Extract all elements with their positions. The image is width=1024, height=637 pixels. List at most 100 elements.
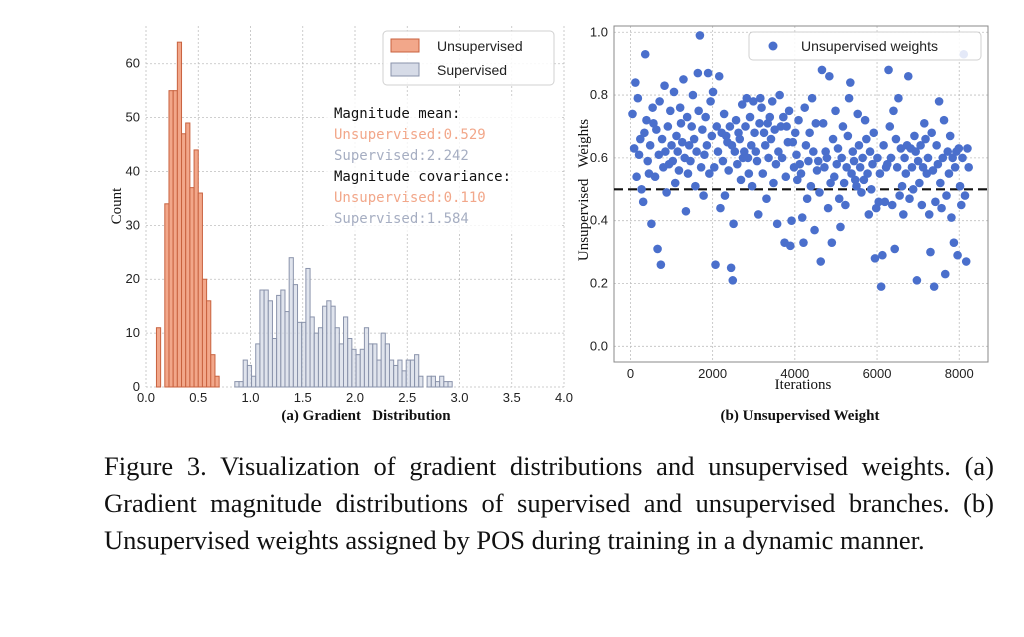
scatter-y-tick-label: 1.0 [590,24,608,39]
scatter-point [702,141,712,150]
scatter-point [706,97,715,106]
scatter-grid [614,26,988,362]
scatter-x-axis-label: Iterations [775,377,832,393]
histogram-bar [288,257,294,388]
legend-marker-unsupervised-weights [768,41,778,51]
histogram-x-tick-label: 4.0 [555,390,573,405]
scatter-point [676,119,686,128]
scatter-point [837,153,846,163]
histogram-bar [197,192,203,388]
scatter-point [818,119,828,128]
scatter-point [869,128,879,138]
scatter-point [924,210,934,219]
scatter-point [913,156,923,166]
subfigure-caption-a: (a) Gradient Distribution [281,408,451,424]
scatter-point [716,203,725,213]
scatter-point [691,181,700,191]
scatter-point [858,153,867,163]
scatter-point [848,147,858,156]
scatter-point [628,109,637,119]
scatter-point [756,93,765,103]
histogram-y-axis-label: Count [109,187,125,225]
histogram-bar [176,41,183,388]
scatter-point [938,153,948,163]
scatter-point [794,115,803,125]
scatter-point [767,97,777,106]
histogram-bar [430,375,436,388]
scatter-point [786,241,795,251]
scatter-point [792,150,801,160]
histogram-bar [401,370,407,388]
scatter-point [961,257,971,266]
scatter-point [846,78,855,87]
scatter-point [684,141,694,150]
scatter-point [746,141,756,150]
histogram-bar [359,348,365,388]
scatter-point [682,112,692,122]
scatter-point [775,90,784,100]
scatter-point [900,153,909,163]
scatter-point [960,191,970,200]
histogram-y-ticks: 0 10 20 30 40 50 60 [126,56,140,394]
scatter-point [901,169,911,178]
scatter-point [703,68,713,78]
scatter-point [771,159,781,169]
scatter-y-ticks: 0.0 0.2 0.4 0.6 0.8 1.0 [590,24,608,353]
scatter-point [694,106,703,116]
histogram-y-tick-label: 30 [126,217,140,232]
scatter-point [683,169,693,178]
histogram-bar [334,327,340,388]
histogram-legend: Unsupervised Supervised [382,30,555,86]
histogram-bar [434,381,441,388]
histogram-bar [168,90,174,388]
scatter-point [886,153,896,163]
scatter-point [747,181,757,191]
scatter-point [809,147,818,156]
histogram-bar [355,354,361,388]
scatter-point [636,134,645,144]
scatter-point [958,153,967,163]
scatter-point [800,103,809,112]
scatter-point [661,147,670,156]
annotation-covariance-supervised: Supervised:1.584 [334,211,469,227]
scatter-point [655,97,664,106]
scatter-point [873,153,882,163]
histogram-y-tick-label: 0 [133,379,140,394]
annotation-mean-heading: Magnitude mean: [334,106,460,122]
gradient-distribution-panel: 0.0 0.5 1.0 1.5 2.0 2.5 3.0 3.5 4.0 0 10 20 30 40 50 6… [109,26,573,424]
scatter-x-tick-label: 8000 [945,366,974,381]
scatter-y-tick-label: 0.2 [590,275,608,290]
scatter-point [764,153,773,163]
scatter-point [885,122,895,131]
histogram-bar [313,332,319,388]
scatter-point [642,115,651,125]
scatter-point [942,191,951,200]
scatter-point [698,125,707,134]
scatter-point [918,163,928,172]
scatter-legend: Unsupervised weights [748,31,982,61]
scatter-point [891,134,901,144]
scatter-point [745,112,755,122]
histogram-bar [301,321,307,388]
scatter-points [628,31,973,291]
scatter-point [766,134,776,144]
scatter-point [670,178,680,188]
histogram-bar [426,375,432,388]
scatter-point [637,184,646,194]
scatter-plot-frame [613,25,989,363]
scatter-point [806,181,816,191]
scatter-point [752,156,762,166]
scatter-point [954,144,964,153]
scatter-point [797,213,807,222]
histogram-bar [330,305,336,388]
scatter-point [907,163,917,172]
scatter-point [825,71,834,81]
scatter-point [695,31,705,40]
scatter-point [645,141,655,150]
scatter-point [883,159,892,169]
scatter-point [844,93,854,103]
scatter-point [650,172,660,182]
scatter-point [660,81,669,90]
scatter-point [662,188,671,197]
histogram-bar [368,343,374,388]
